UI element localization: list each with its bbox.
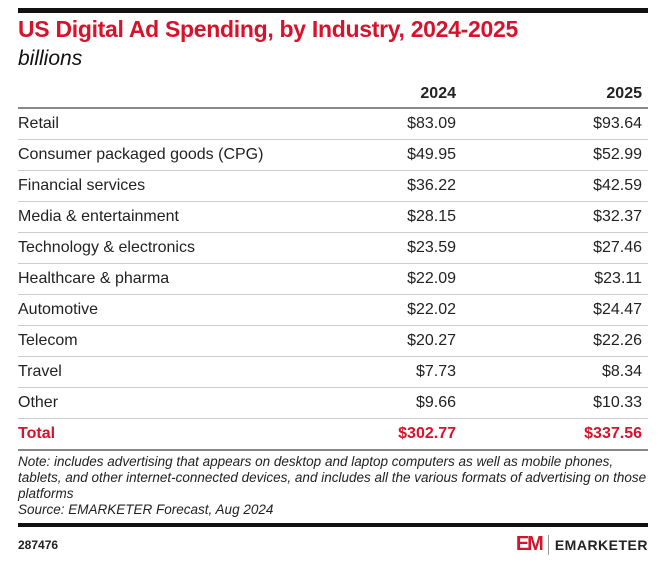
top-rule — [18, 8, 648, 13]
cell-2024: $22.09 — [336, 263, 462, 295]
chart-title: US Digital Ad Spending, by Industry, 202… — [18, 16, 518, 42]
cell-2024: $49.95 — [336, 139, 462, 171]
cell-2025: $27.46 — [462, 232, 648, 264]
header-2025: 2025 — [462, 80, 648, 109]
row-label: Financial services — [18, 170, 336, 202]
cell-2024: $28.15 — [336, 201, 462, 233]
cell-2025: $8.34 — [462, 356, 648, 388]
row-label: Travel — [18, 356, 336, 388]
cell-2025: $337.56 — [462, 418, 648, 451]
bottom-rule — [18, 523, 648, 527]
notes: Note: includes advertising that appears … — [18, 454, 648, 518]
row-label: Technology & electronics — [18, 232, 336, 264]
row-label: Consumer packaged goods (CPG) — [18, 139, 336, 171]
table-row: Healthcare & pharma $22.09 $23.11 — [18, 263, 648, 295]
cell-2024: $23.59 — [336, 232, 462, 264]
row-label: Total — [18, 418, 336, 451]
row-label: Other — [18, 387, 336, 419]
chart-subtitle: billions — [18, 47, 83, 70]
table-row: Technology & electronics $23.59 $27.46 — [18, 232, 648, 264]
row-label: Healthcare & pharma — [18, 263, 336, 295]
table-row: Retail $83.09 $93.64 — [18, 108, 648, 140]
header-2024: 2024 — [336, 80, 462, 109]
logo-divider — [547, 534, 549, 555]
logo-mark: EM — [515, 533, 544, 555]
source-text: Source: EMARKETER Forecast, Aug 2024 — [18, 502, 274, 517]
row-label: Retail — [18, 108, 336, 140]
note-text: Note: includes advertising that appears … — [18, 454, 647, 501]
header-label — [18, 80, 336, 109]
cell-2024: $22.02 — [336, 294, 462, 326]
cell-2024: $7.73 — [336, 356, 462, 388]
cell-2024: $20.27 — [336, 325, 462, 357]
emarketer-logo: EM EMARKETER — [516, 533, 648, 556]
cell-2025: $52.99 — [462, 139, 648, 171]
table-row: Telecom $20.27 $22.26 — [18, 325, 648, 357]
logo-text: EMARKETER — [554, 536, 648, 553]
cell-2025: $42.59 — [462, 170, 648, 202]
table-row: Financial services $36.22 $42.59 — [18, 170, 648, 202]
table-row: Consumer packaged goods (CPG) $49.95 $52.9… — [18, 139, 648, 171]
cell-2025: $24.47 — [462, 294, 648, 326]
table-row: Media & entertainment $28.15 $32.37 — [18, 201, 648, 233]
data-table: 2024 2025 Retail $83.09 $93.64 Consumer pac… — [18, 80, 648, 451]
table-row: Other $9.66 $10.33 — [18, 387, 648, 419]
chart-id: 287476 — [18, 538, 59, 552]
cell-2024: $36.22 — [336, 170, 462, 202]
cell-2024: $83.09 — [336, 108, 462, 140]
cell-2025: $10.33 — [462, 387, 648, 419]
table-row: Travel $7.73 $8.34 — [18, 356, 648, 388]
table-row: Automotive $22.02 $24.47 — [18, 294, 648, 326]
cell-2025: $93.64 — [462, 108, 648, 140]
cell-2025: $32.37 — [462, 201, 648, 233]
cell-2025: $22.26 — [462, 325, 648, 357]
cell-2024: $9.66 — [336, 387, 462, 419]
header-row: 2024 2025 — [18, 80, 648, 109]
total-row: Total $302.77 $337.56 — [18, 418, 648, 451]
cell-2025: $23.11 — [462, 263, 648, 295]
row-label: Telecom — [18, 325, 336, 357]
row-label: Automotive — [18, 294, 336, 326]
row-label: Media & entertainment — [18, 201, 336, 233]
cell-2024: $302.77 — [336, 418, 462, 451]
